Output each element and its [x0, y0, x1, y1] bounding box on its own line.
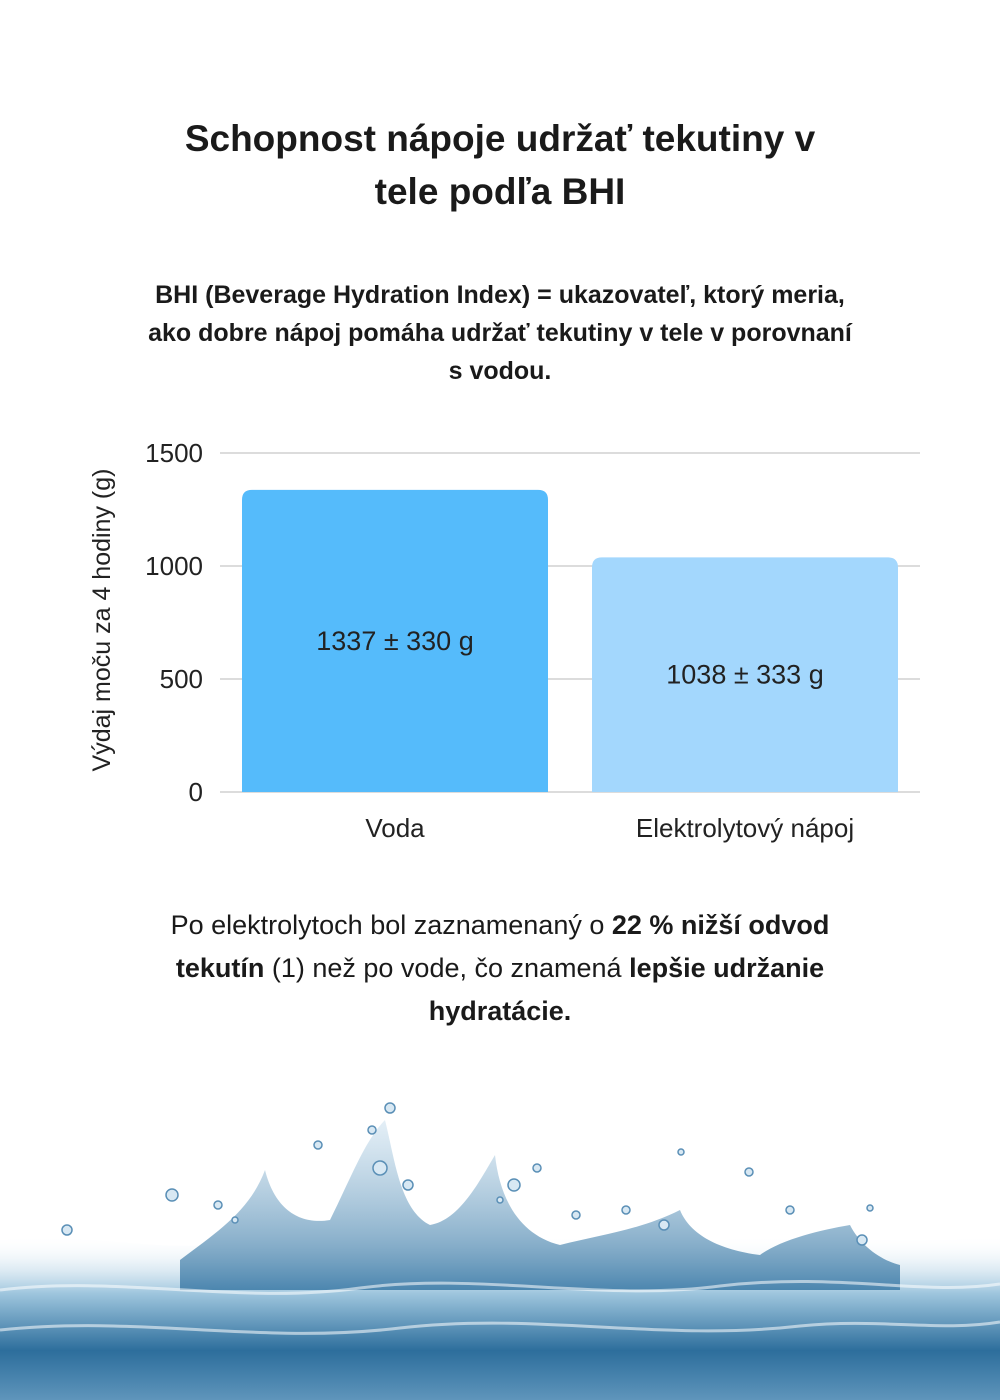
bhi-definition: BHI (Beverage Hydration Index) = ukazova…: [60, 276, 940, 390]
conclusion-bold-4: hydratácie.: [428, 996, 572, 1026]
water-droplet: [856, 1234, 868, 1246]
y-axis-label: Výdaj moču za 4 hodiny (g): [88, 469, 116, 772]
x-category-label: Elektrolytový nápoj: [636, 813, 854, 843]
conclusion-line-1: Po elektrolytoch bol zaznamenaný o 22 % …: [80, 904, 920, 947]
water-droplet: [384, 1102, 396, 1114]
water-droplet: [313, 1140, 323, 1150]
conclusion-part-1: Po elektrolytoch bol zaznamenaný o: [170, 910, 612, 940]
water-splash-image: [0, 1102, 1000, 1400]
y-tick-label: 1000: [145, 551, 203, 581]
conclusion-bold-3: lepšie udržanie: [629, 953, 825, 983]
title-line-1: Schopnost nápoje udržať tekutiny v: [184, 118, 816, 159]
conclusion-bold-2: tekutín: [175, 953, 265, 983]
title-line-2: tele podľa BHI: [374, 171, 626, 212]
conclusion-part-2: (1) než po vode, čo znamená: [264, 953, 630, 983]
water-droplet: [744, 1167, 754, 1177]
x-category-label: Voda: [365, 813, 425, 843]
conclusion-bold-1: 22 % nižší odvod: [611, 910, 830, 940]
water-droplet: [367, 1125, 377, 1135]
bar-1: [242, 489, 548, 792]
conclusion-text: Po elektrolytoch bol zaznamenaný o 22 % …: [80, 904, 920, 1033]
water-droplet: [621, 1205, 631, 1215]
y-tick-label: 0: [189, 777, 203, 807]
water-droplet: [785, 1205, 795, 1215]
water-droplet: [61, 1224, 73, 1236]
water-droplet: [658, 1219, 670, 1231]
water-droplet: [866, 1204, 874, 1212]
water-droplet: [402, 1179, 414, 1191]
water-droplet: [532, 1163, 542, 1173]
water-droplets: [61, 1102, 874, 1246]
water-droplet: [677, 1148, 685, 1156]
water-droplet: [213, 1200, 223, 1210]
water-droplet: [496, 1196, 504, 1204]
definition-line-3: s vodou.: [448, 357, 552, 385]
water-ripples: [0, 1279, 1000, 1335]
water-droplet: [372, 1160, 388, 1176]
page-title: Schopnost nápoje udržať tekutiny v tele …: [0, 112, 1000, 218]
y-tick-label: 500: [160, 664, 203, 694]
water-droplet: [571, 1210, 581, 1220]
water-droplet: [231, 1216, 239, 1224]
water-droplet: [165, 1188, 179, 1202]
definition-line-2: ako dobre nápoj pomáha udržať tekutiny v…: [148, 319, 852, 347]
definition-line-1: BHI (Beverage Hydration Index) = ukazova…: [155, 281, 845, 309]
labels: 0 500 1000 1500 1337 ± 330 g Voda 1038 ± 333 g…: [145, 438, 854, 843]
y-tick-label: 1500: [145, 438, 203, 468]
splash-crown: [180, 1120, 900, 1290]
bar-data-label: 1038 ± 333 g: [666, 660, 823, 690]
bar-data-label: 1337 ± 330 g: [316, 626, 473, 656]
bars: [242, 489, 898, 792]
bar-chart: 0 500 1000 1500 1337 ± 330 g Voda 1038 ± 333 g…: [88, 438, 920, 843]
water-droplet: [507, 1178, 521, 1192]
conclusion-line-2: tekutín (1) než po vode, čo znamená lepš…: [80, 947, 920, 990]
conclusion-line-3: hydratácie.: [80, 990, 920, 1033]
bar-2: [592, 557, 898, 792]
